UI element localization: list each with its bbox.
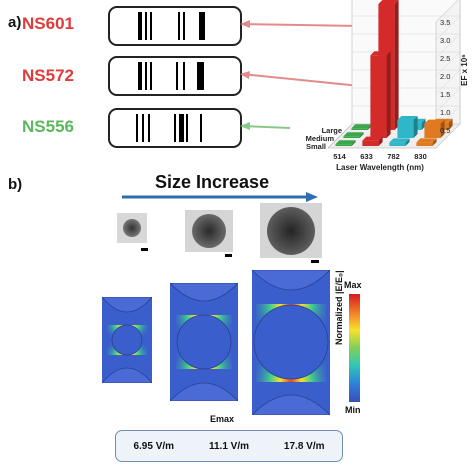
z-tick-label: 0.5	[440, 126, 450, 135]
bar-side-medium-633	[386, 51, 391, 139]
size-increase-title: Size Increase	[155, 172, 270, 192]
bar-top-small-782	[389, 138, 410, 143]
field-map-small	[102, 297, 152, 383]
scale-bar	[141, 248, 148, 251]
bar-large-514	[351, 128, 368, 130]
arrow-ns601	[241, 23, 361, 27]
y-tick-label: Small	[306, 142, 326, 151]
tem-image-small	[117, 213, 147, 243]
z-axis-label: EF x 10⁶	[460, 54, 469, 86]
x-axis-label: Laser Wavelength (nm)	[336, 163, 424, 172]
colorbar-max-label: Max	[344, 280, 362, 290]
bar-side-medium-830	[440, 119, 445, 138]
bar-medium-514	[343, 136, 360, 138]
scale-bar	[311, 260, 319, 263]
bar-side-small-514	[351, 140, 356, 146]
bar-top-small-633	[362, 136, 383, 141]
emax-values-box: 6.95 V/m 11.1 V/m 17.8 V/m	[115, 430, 343, 462]
bar-side-medium-514	[359, 132, 364, 138]
panel-a-label: a)	[8, 14, 22, 31]
size-increase-arrow	[122, 192, 318, 202]
bar-top-small-514	[335, 140, 356, 145]
barcode-ns572	[108, 56, 242, 96]
bar-small-830	[416, 142, 433, 146]
field-map-medium	[170, 283, 238, 401]
x-tick-label: 633	[360, 152, 373, 161]
emax-value-small: 6.95 V/m	[133, 440, 175, 452]
colorbar-axis-label: Normalized |E/E₀|	[334, 270, 344, 345]
connector-arrows	[240, 20, 361, 130]
emax-value-large: 17.8 V/m	[283, 440, 325, 452]
bar-top-medium-830	[424, 119, 445, 124]
z-tick-label: 2.5	[440, 54, 450, 63]
x-tick-label: 782	[387, 152, 400, 161]
colorbar	[349, 294, 360, 402]
arrow-ns572	[241, 73, 361, 87]
bar-top-small-830	[416, 138, 437, 143]
x-tick-label: 514	[333, 152, 346, 161]
bar-small-633	[362, 140, 379, 146]
tem-image-medium	[185, 210, 233, 252]
barcode-ns556	[108, 108, 242, 148]
z-tick-label: 3.0	[440, 36, 450, 45]
bar-side-small-830	[432, 138, 437, 146]
emax-value-medium: 11.1 V/m	[208, 440, 249, 452]
tem-image-large	[260, 203, 322, 258]
bar-top-medium-633	[370, 51, 391, 56]
colorbar-min-label: Min	[345, 405, 361, 415]
emax-label: Emax	[210, 414, 235, 424]
bar-top-large-633	[378, 0, 399, 4]
z-tick-label: 1.0	[440, 108, 450, 117]
bar-small-782	[389, 142, 406, 146]
field-map-large	[252, 270, 330, 415]
bar-side-small-633	[378, 136, 383, 146]
bar-top-medium-782	[397, 116, 418, 120]
scale-bar	[225, 254, 232, 257]
bar-side-medium-782	[413, 116, 418, 138]
bar-side-large-633	[394, 0, 399, 130]
bar-medium-633	[370, 55, 387, 139]
bar-side-large-782	[421, 118, 426, 130]
chart-gridline	[435, 0, 459, 23]
bar-top-large-514	[351, 124, 372, 129]
y-tick-label: Large	[322, 126, 342, 135]
barcode-ns601	[108, 6, 242, 46]
bar-side-large-830	[448, 118, 453, 130]
z-tick-label: 3.5	[440, 18, 450, 27]
ef-3d-bar-chart: 0.5 1.0 1.5 2.0 2.5 3.0 3.5 EF x 10⁶ 514 633 782 83…	[306, 0, 469, 172]
bar-top-medium-514	[343, 132, 364, 137]
bar-medium-782	[397, 120, 414, 138]
tag-ns556: NS556	[22, 117, 74, 136]
x-tick-label: 830	[414, 152, 427, 161]
z-tick-label: 1.5	[440, 90, 450, 99]
y-tick-label: Medium	[306, 134, 335, 143]
panel-b-label: b)	[8, 176, 23, 193]
tag-ns572: NS572	[22, 66, 74, 85]
z-tick-label: 2.0	[440, 72, 450, 81]
bar-medium-830	[424, 123, 441, 138]
tag-ns601: NS601	[22, 14, 74, 33]
bar-side-small-782	[405, 138, 410, 146]
bar-small-514	[335, 144, 352, 146]
